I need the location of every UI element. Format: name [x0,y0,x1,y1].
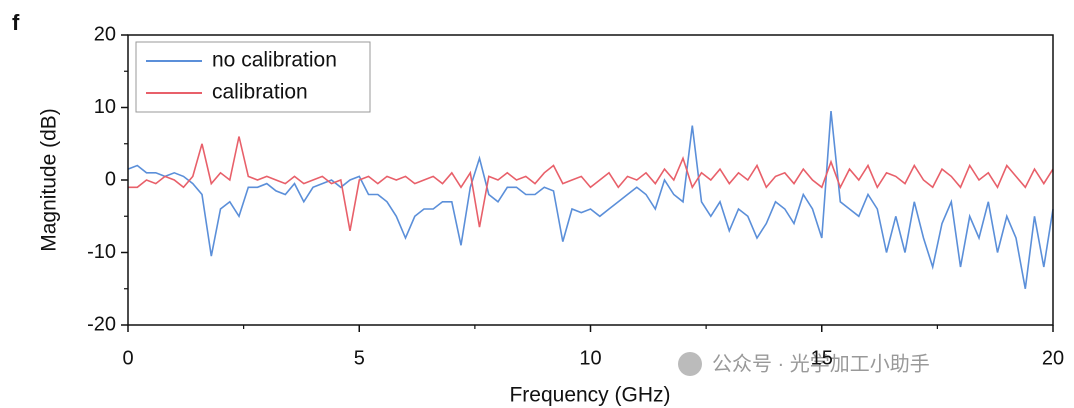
x-tick-label: 20 [1042,347,1064,369]
x-axis-label: Frequency (GHz) [509,384,670,407]
y-tick-label: 0 [105,168,116,190]
y-axis-label: Magnitude (dB) [38,108,61,252]
x-tick-label: 0 [122,347,133,369]
x-tick-label: 15 [811,347,833,369]
legend-box [135,41,371,113]
x-tick-label: 10 [579,347,601,369]
y-tick-label: -10 [87,241,116,263]
line-series [127,111,1054,289]
watermark: 公众号 · 光学加工小助手 [712,352,930,375]
plot-frame [127,34,1054,326]
panel-label: f [12,10,20,35]
line-series [128,136,1054,231]
y-tick-label: -20 [87,313,116,335]
x-tick-label: 5 [354,347,365,369]
y-tick-label: 20 [94,23,116,45]
legend-label: no calibration [212,49,337,72]
legend-label: calibration [212,81,308,104]
y-tick-label: 10 [94,96,116,118]
watermark-icon [678,352,702,376]
